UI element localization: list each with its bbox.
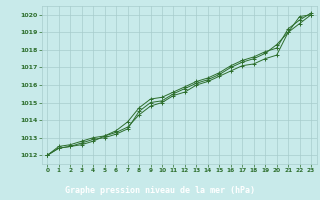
Text: Graphe pression niveau de la mer (hPa): Graphe pression niveau de la mer (hPa)	[65, 186, 255, 195]
